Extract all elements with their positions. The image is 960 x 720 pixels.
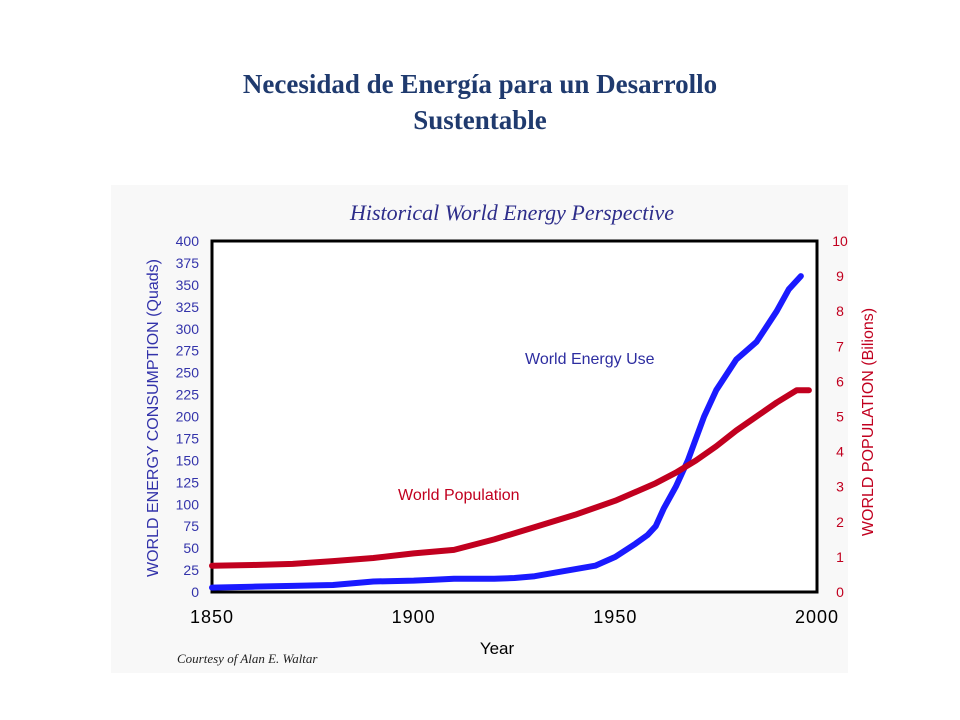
slide-title: Necesidad de Energía para un Desarrollo …: [0, 66, 960, 138]
right-tick-label: 8: [836, 303, 844, 319]
right-tick-label: 7: [836, 338, 844, 354]
x-tick-label: 2000: [795, 607, 839, 627]
left-tick-label: 300: [176, 321, 200, 337]
population-line: [209, 387, 812, 569]
left-tick-label: 125: [176, 474, 200, 490]
chart-title: Historical World Energy Perspective: [349, 200, 674, 225]
right-tick-label: 9: [836, 268, 844, 284]
right-axis-ticks: 0 1 2 3 4 5 6 7 8 9 10: [832, 233, 848, 600]
right-tick-label: 10: [832, 233, 848, 249]
left-tick-label: 0: [191, 584, 199, 600]
left-tick-label: 325: [176, 299, 200, 315]
right-tick-label: 6: [836, 373, 844, 389]
right-tick-label: 5: [836, 409, 844, 425]
right-axis-label: WORLD POPULATION (Bilions): [860, 308, 877, 536]
left-tick-label: 50: [183, 540, 199, 556]
energy-series-label: World Energy Use: [525, 351, 655, 368]
left-tick-label: 150: [176, 452, 200, 468]
x-axis-label: Year: [480, 639, 515, 658]
slide-title-line1: Necesidad de Energía para un Desarrollo: [242, 69, 718, 99]
credit-text: Courtesy of Alan E. Waltar: [177, 651, 318, 666]
left-tick-label: 100: [176, 496, 200, 512]
x-tick-label: 1950: [593, 607, 637, 627]
right-tick-label: 3: [836, 479, 844, 495]
left-tick-label: 75: [183, 518, 199, 534]
left-tick-label: 375: [176, 255, 200, 271]
left-tick-label: 25: [183, 562, 199, 578]
right-tick-label: 2: [836, 514, 844, 530]
population-series-label: World Population: [398, 487, 520, 504]
x-axis-ticks: 1850 1900 1950 2000: [190, 607, 839, 627]
left-tick-label: 250: [176, 365, 200, 381]
left-tick-label: 400: [176, 233, 200, 249]
left-tick-label: 175: [176, 430, 200, 446]
left-tick-label: 275: [176, 343, 200, 359]
x-tick-label: 1850: [190, 607, 234, 627]
left-tick-label: 225: [176, 387, 200, 403]
slide-title-line2: Sustentable: [413, 105, 547, 135]
left-tick-label: 350: [176, 277, 200, 293]
right-tick-label: 4: [836, 444, 844, 460]
left-tick-label: 200: [176, 409, 200, 425]
left-axis-ticks: 0 25 50 75 100 125 150 175 200 225 250 275 300 325 350…: [176, 233, 200, 600]
plot-frame: [210, 239, 819, 594]
x-tick-label: 1900: [392, 607, 436, 627]
energy-use-line: [209, 273, 804, 591]
right-tick-label: 1: [836, 549, 844, 565]
series-group: [209, 273, 812, 591]
right-tick-label: 0: [836, 584, 844, 600]
left-axis-label: WORLD ENERGY CONSUMPTION (Quads): [145, 259, 162, 577]
